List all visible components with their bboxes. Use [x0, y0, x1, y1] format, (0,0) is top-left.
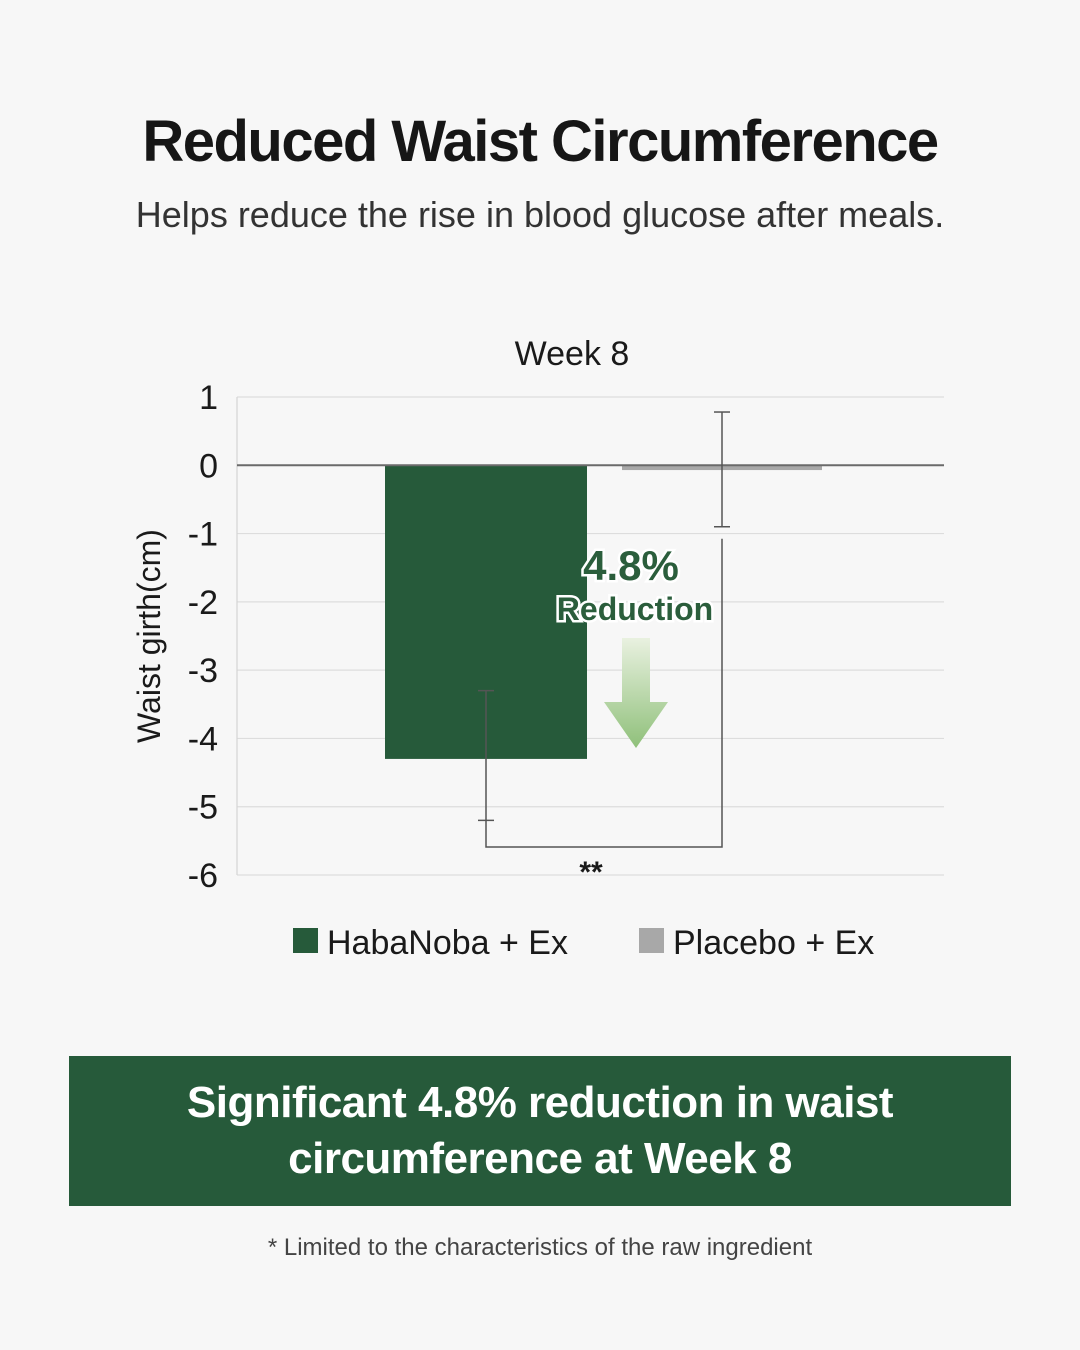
waist-girth-chart: Week 8 1 0 -1 -2 -3 -4 -5 -6 Waist girth(cm) ** 4.8…: [0, 320, 1080, 1000]
y-tick-label: 1: [199, 379, 218, 417]
significance-marker: **: [579, 856, 603, 889]
y-tick-label: -1: [188, 516, 218, 554]
legend-label: HabaNoba + Ex: [327, 924, 568, 962]
summary-banner: Significant 4.8% reduction in waist circ…: [69, 1056, 1011, 1206]
reduction-label: Reduction: [557, 591, 713, 627]
y-tick-label: -4: [188, 720, 218, 758]
page-title: Reduced Waist Circumference: [142, 109, 939, 174]
y-tick-label: 0: [199, 447, 218, 485]
y-tick-label: -6: [188, 857, 218, 895]
reduction-percent: 4.8%: [583, 542, 679, 589]
y-tick-label: -5: [188, 789, 218, 827]
summary-text: Significant 4.8% reduction in waist circ…: [186, 1078, 894, 1183]
chart-title: Week 8: [515, 335, 630, 373]
legend-swatch: [639, 928, 664, 953]
y-tick-label: -2: [188, 584, 218, 622]
significance-bracket: [485, 538, 723, 848]
y-axis-label: Waist girth(cm): [131, 529, 167, 743]
page-subtitle: Helps reduce the rise in blood glucose a…: [135, 194, 945, 235]
legend-label: Placebo + Ex: [673, 924, 874, 962]
footnote: * Limited to the characteristics of the …: [267, 1234, 813, 1261]
y-tick-label: -3: [188, 652, 218, 690]
legend-swatch: [293, 928, 318, 953]
down-arrow-icon: [604, 638, 668, 748]
